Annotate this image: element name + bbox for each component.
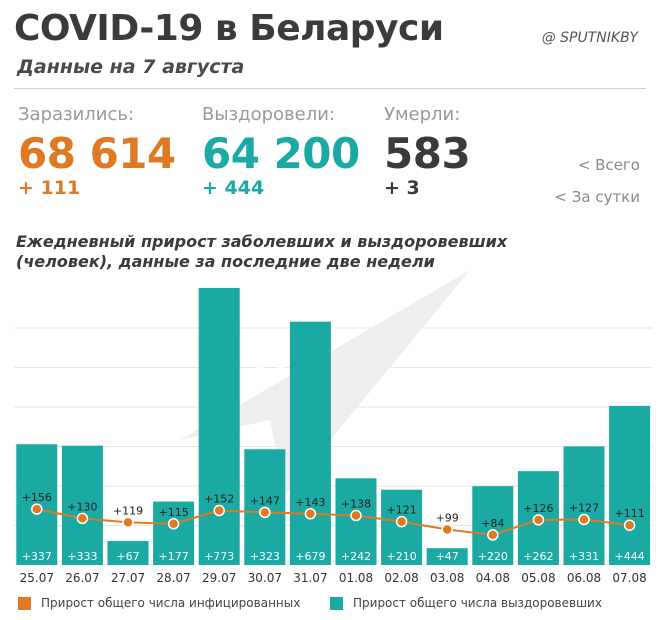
stat-recovered-value: 64 200 — [202, 129, 360, 178]
stat-deaths: Умерли: 583 + 3 — [384, 104, 471, 199]
bar-recovered-07.08 — [609, 405, 651, 565]
x-tick-label: 28.07 — [156, 571, 190, 585]
bar-recovered-03.08 — [426, 548, 468, 565]
bar-value-label: +331 — [569, 550, 599, 563]
bar-value-label: +220 — [478, 550, 508, 563]
bar-value-label: +444 — [614, 550, 644, 563]
point-infected-01.08 — [350, 509, 362, 522]
point-infected-06.08 — [578, 513, 590, 526]
point-value-label: +111 — [614, 507, 644, 520]
legend-infected: Прирост общего числа инфицированных — [18, 596, 300, 610]
point-infected-02.08 — [395, 515, 408, 528]
line-infected — [36, 508, 630, 536]
x-tick-label: 26.07 — [65, 571, 99, 585]
x-tick-label: 07.08 — [612, 571, 646, 585]
x-tick-label: 27.07 — [111, 571, 145, 585]
point-value-label: +147 — [250, 494, 280, 507]
point-infected-31.07 — [304, 508, 317, 520]
side-legend-daily: < За сутки — [554, 188, 640, 206]
point-value-label: +84 — [481, 517, 504, 530]
point-value-label: +152 — [204, 493, 234, 506]
point-infected-26.07 — [76, 512, 89, 525]
x-tick-label: 29.07 — [202, 571, 236, 585]
bar-value-label: +210 — [386, 550, 416, 563]
point-value-label: +115 — [158, 506, 188, 519]
x-tick-label: 03.08 — [430, 571, 464, 585]
line-series: +156 +130 +119 +115 +152 +147 +143 +138 +121 +99 +… — [22, 491, 645, 541]
x-tick-label: 06.08 — [567, 571, 601, 585]
bar-value-label: +242 — [341, 550, 371, 563]
stat-infected-label: Заразились: — [18, 104, 135, 125]
bar-recovered-28.07 — [153, 501, 195, 565]
bar-recovered-01.08 — [335, 478, 377, 565]
stat-recovered: Выздоровели: 64 200 + 444 — [202, 104, 360, 199]
stat-deaths-label: Умерли: — [384, 104, 461, 125]
bar-value-label: +47 — [436, 550, 459, 563]
point-infected-27.07 — [122, 516, 134, 529]
legend-infected-label: Прирост общего числа инфицированных — [41, 596, 301, 610]
point-value-label: +99 — [436, 512, 459, 525]
x-tick-label: 31.07 — [293, 571, 327, 585]
bar-recovered-04.08 — [472, 486, 514, 565]
bar-value-label: +323 — [250, 550, 280, 563]
x-tick-label: 01.08 — [339, 571, 373, 585]
bar-recovered-06.08 — [563, 446, 605, 565]
point-value-label: +127 — [569, 501, 599, 514]
chart-title-text: Ежедневный прирост заболевших и выздоров… — [16, 232, 508, 271]
page-subtitle: Данные на 7 августа — [17, 56, 245, 78]
x-tick-label: 25.07 — [20, 571, 54, 585]
x-axis-labels: 25.07 26.07 27.07 28.07 29.07 30.07 31.07 01.08… — [20, 571, 647, 585]
bar-value-label: +337 — [22, 550, 52, 563]
bar-recovered-31.07 — [289, 321, 331, 565]
bar-recovered-29.07 — [198, 288, 240, 565]
x-tick-label: 30.07 — [248, 571, 282, 585]
stat-infected-value: 68 614 — [18, 129, 176, 178]
point-value-label: +121 — [386, 504, 416, 517]
point-infected-04.08 — [487, 529, 499, 541]
bar-value-label: +67 — [116, 550, 139, 563]
stat-infected: Заразились: 68 614 + 111 — [18, 104, 176, 199]
legend-recovered-swatch — [330, 596, 343, 610]
header-divider — [14, 88, 646, 89]
point-value-label: +156 — [22, 491, 52, 504]
chart-title: Ежедневный прирост заболевших и выздоров… — [16, 232, 586, 272]
bar-value-label: +773 — [204, 550, 234, 563]
point-infected-29.07 — [213, 504, 225, 517]
point-infected-05.08 — [532, 514, 545, 526]
x-tick-label: 04.08 — [476, 571, 510, 585]
point-infected-03.08 — [441, 523, 453, 536]
legend-recovered-label: Прирост общего числа выздоровевших — [353, 596, 602, 610]
bar-series: +337 +333 +67 +177 +773 +323 +679 +242 +210 +47 +2… — [16, 288, 651, 565]
point-value-label: +143 — [295, 496, 325, 509]
side-legend-total: < Всего — [577, 156, 640, 174]
point-value-label: +126 — [523, 502, 553, 515]
point-infected-07.08 — [623, 519, 636, 531]
bar-recovered-26.07 — [61, 445, 103, 565]
stat-recovered-label: Выздоровели: — [202, 104, 335, 125]
stat-recovered-delta: + 444 — [202, 177, 265, 199]
point-value-label: +119 — [113, 504, 143, 517]
legend-infected-swatch — [18, 596, 31, 610]
bar-recovered-27.07 — [107, 540, 149, 565]
stat-deaths-value: 583 — [384, 129, 471, 178]
bar-value-label: +333 — [67, 550, 97, 563]
bar-value-label: +679 — [295, 550, 325, 563]
page-title: COVID-19 в Беларуси — [14, 8, 444, 49]
point-infected-25.07 — [31, 503, 43, 515]
point-value-label: +138 — [341, 498, 371, 511]
point-infected-30.07 — [259, 506, 271, 519]
x-tick-label: 02.08 — [384, 571, 418, 585]
x-tick-label: 05.08 — [521, 571, 555, 585]
point-value-label: +130 — [67, 500, 97, 513]
bar-value-label: +262 — [523, 550, 553, 563]
brand-handle: @ SPUTNIKBY — [541, 30, 638, 46]
bar-value-label: +177 — [158, 550, 188, 563]
legend-recovered: Прирост общего числа выздоровевших — [330, 596, 602, 610]
point-infected-28.07 — [167, 518, 180, 530]
stat-infected-delta: + 111 — [18, 177, 81, 199]
stat-deaths-delta: + 3 — [384, 177, 420, 199]
